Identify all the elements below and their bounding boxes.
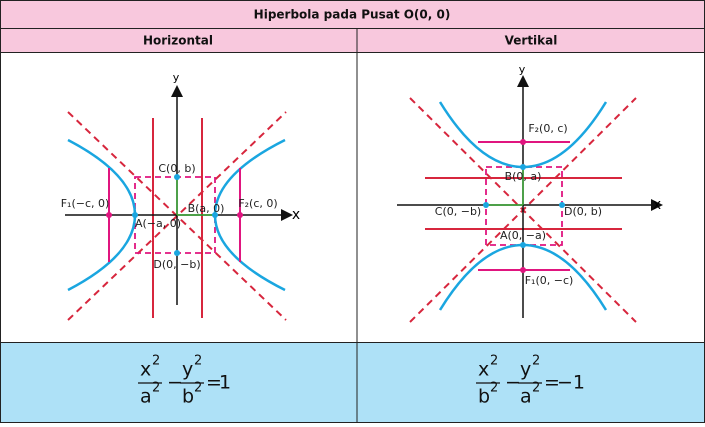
formula-operator: = [544,372,560,394]
point-label: D(0, −b) [153,258,200,271]
diagram-row [0,52,705,343]
point-label: C(0, b) [158,162,195,175]
point-label: A(0, −a) [500,229,546,242]
point-label: A(−a, 0) [135,217,181,230]
formula-operator: − [505,372,521,394]
formula-exponent: 2 [490,381,498,396]
point-label: F₂(0, c) [528,122,567,135]
point-label: B(a, 0) [188,202,225,215]
column-header-row [0,28,705,53]
formula-term: a [520,386,532,408]
formula-row [0,342,705,423]
table-title: Hiperbola pada Pusat O(0, 0) [254,8,451,22]
formula-term: y [182,359,193,381]
formula-exponent: 2 [532,381,540,396]
formula-operator: = [206,372,222,394]
formula-exponent: 2 [194,381,202,396]
formula-rhs: 1 [219,372,231,394]
formula-term: x [140,359,151,381]
formula-exponent: 2 [532,354,540,369]
axis-label: y [519,63,526,76]
header-row [0,0,705,29]
horizontal-diagram [65,85,293,321]
formula-term: b [182,386,194,408]
formula-term: b [478,386,490,408]
column-header: Horizontal [143,34,213,48]
formula-exponent: 2 [152,381,160,396]
column-header: Vertikal [505,34,558,48]
point-label: C(0, −b) [435,205,481,218]
formula-exponent: 2 [194,354,202,369]
axis-label: x [292,207,300,223]
formula-rhs: −1 [557,372,585,394]
formula-term: y [520,359,531,381]
point-label: F₁(−c, 0) [61,197,110,210]
formula-term: x [478,359,489,381]
point-label: B(0, a) [505,170,542,183]
point-label: F₂(c, 0) [238,197,277,210]
formula-exponent: 2 [490,354,498,369]
formula-operator: − [167,372,183,394]
axis-label: x [653,197,661,213]
axis-label: y [173,71,180,84]
formula-term: a [140,386,152,408]
point-label: F₁(0, −c) [525,274,574,287]
vertical-diagram [397,75,663,323]
formula-exponent: 2 [152,354,160,369]
point-label: D(0, b) [564,205,602,218]
